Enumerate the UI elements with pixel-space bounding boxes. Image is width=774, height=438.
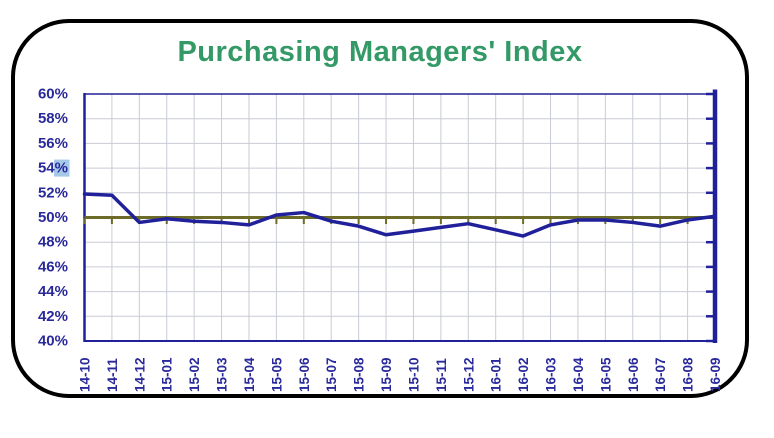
x-tick-label: 15-03 (215, 357, 230, 392)
x-tick-label: 15-06 (297, 357, 312, 392)
x-tick-label: 16-09 (708, 357, 723, 392)
y-tick-label: 48% (38, 234, 68, 251)
x-tick-label: 15-01 (160, 357, 175, 392)
x-tick-label: 16-06 (626, 357, 641, 392)
y-tick-label: 42% (38, 308, 68, 325)
x-tick-label: 15-09 (379, 357, 394, 392)
x-tick-label: 15-12 (461, 357, 476, 392)
y-tick-label: 58% (38, 110, 68, 127)
x-tick-label: 15-08 (352, 357, 367, 392)
y-tick-label: 60% (38, 86, 68, 103)
x-tick-label: 14-11 (105, 358, 120, 392)
x-tick-label: 16-04 (571, 357, 586, 392)
chart-title: Purchasing Managers' Index (177, 36, 583, 68)
x-tick-label: 15-07 (324, 357, 339, 392)
y-tick-label: 50% (38, 209, 68, 226)
x-tick-label: 16-08 (681, 357, 696, 392)
x-tick-label: 15-10 (406, 357, 421, 392)
x-tick-label: 15-02 (187, 357, 202, 392)
x-tick-label: 16-03 (544, 357, 559, 392)
x-tick-label: 16-01 (489, 357, 504, 392)
ytick-highlight (54, 159, 70, 177)
x-tick-label: 15-04 (242, 357, 257, 392)
x-tick-label: 14-12 (132, 357, 147, 392)
pmi-series-line (82, 192, 717, 238)
x-tick-label: 16-07 (653, 357, 668, 392)
x-tick-label: 14-10 (78, 357, 93, 392)
y-tick-label: 46% (38, 258, 68, 275)
x-tick-label: 16-02 (516, 357, 531, 392)
x-tick-label: 15-11 (434, 358, 449, 392)
x-tick-label: 16-05 (598, 357, 613, 392)
y-tick-label: 44% (38, 283, 68, 300)
y-tick-label: 52% (38, 184, 68, 201)
x-tick-label: 15-05 (269, 357, 284, 392)
y-tick-label: 40% (38, 333, 68, 350)
y-tick-label: 56% (38, 135, 68, 152)
y-tick-label: 54% (38, 160, 68, 177)
